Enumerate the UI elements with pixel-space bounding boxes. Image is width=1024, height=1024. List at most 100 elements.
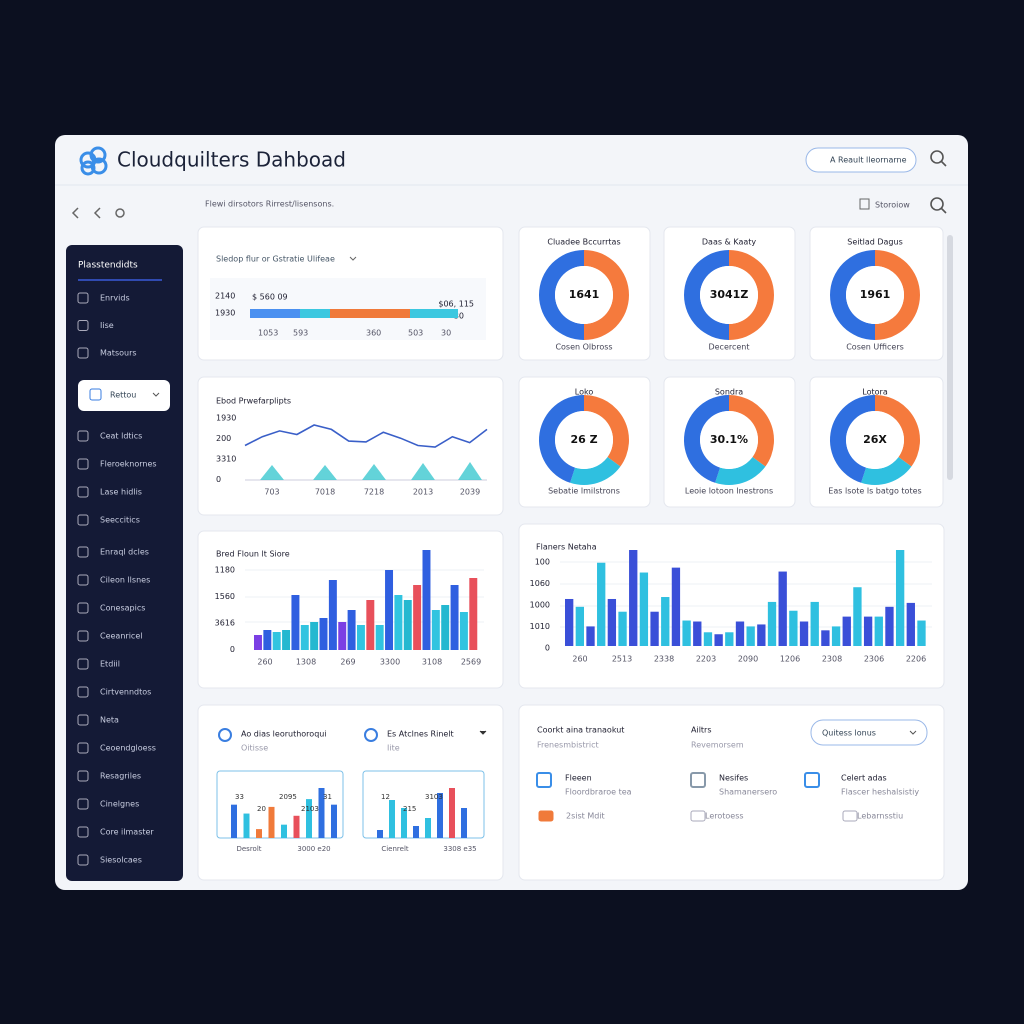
search-label[interactable]: A Reault lleornarne bbox=[830, 156, 907, 165]
peak bbox=[260, 465, 284, 480]
sidebar-item[interactable]: Matsours bbox=[100, 349, 137, 358]
sidebar-item[interactable]: Rettou bbox=[110, 391, 136, 400]
peak bbox=[362, 464, 386, 480]
dropdown[interactable] bbox=[810, 719, 928, 746]
item-icon bbox=[77, 798, 89, 810]
donut-caption: Eas lsote ls batgo totes bbox=[828, 487, 921, 496]
mini-bar bbox=[377, 830, 383, 838]
label: $06, 115 bbox=[438, 300, 474, 309]
label: Floordbraroe tea bbox=[565, 788, 632, 797]
sidebar-item[interactable]: Resagriles bbox=[100, 772, 141, 781]
donut-segment bbox=[729, 250, 774, 340]
bar bbox=[661, 597, 670, 646]
bar bbox=[375, 625, 384, 650]
donut-caption: Cosen Ufficers bbox=[846, 343, 904, 352]
view-icon[interactable] bbox=[859, 198, 870, 210]
item-icon bbox=[77, 574, 89, 586]
label: 2206 bbox=[906, 655, 926, 664]
label: Revemorsem bbox=[691, 741, 744, 750]
sidebar-item[interactable]: Ceoendgloess bbox=[100, 744, 156, 753]
peak bbox=[313, 465, 337, 480]
sidebar-item[interactable]: Neta bbox=[100, 716, 119, 725]
label: 2039 bbox=[460, 488, 480, 497]
sidebar-item[interactable]: Etdiil bbox=[100, 660, 120, 669]
search-icon[interactable] bbox=[930, 150, 947, 167]
bar bbox=[356, 625, 365, 650]
sidebar-item[interactable]: Cirtvenndtos bbox=[100, 688, 151, 697]
search-button[interactable] bbox=[805, 147, 917, 173]
label: 2569 bbox=[461, 658, 481, 667]
bar bbox=[917, 620, 926, 646]
nav-arrows[interactable] bbox=[71, 207, 125, 219]
bar bbox=[263, 630, 272, 650]
sidebar-item[interactable]: Cinelgnes bbox=[100, 800, 139, 809]
mini-bar bbox=[401, 808, 407, 838]
donut-segment bbox=[539, 250, 584, 340]
bar bbox=[831, 626, 841, 646]
label: 30 bbox=[441, 329, 451, 338]
sidebar-item[interactable]: Enrvids bbox=[100, 294, 130, 303]
item-icon bbox=[536, 772, 552, 788]
label: Iite bbox=[387, 744, 400, 753]
bar bbox=[254, 635, 262, 650]
active-item[interactable] bbox=[78, 380, 170, 411]
donut-center: 1961 bbox=[860, 288, 891, 301]
donut-hole bbox=[555, 411, 613, 469]
bar bbox=[607, 598, 617, 646]
label: 1930 bbox=[216, 414, 236, 423]
donut-caption: Leoie lotoon lnestrons bbox=[685, 487, 773, 496]
label: Shamanersero bbox=[719, 788, 777, 797]
label: Coorkt aina tranaokut bbox=[537, 726, 624, 735]
label: 215 bbox=[403, 805, 416, 813]
bar bbox=[450, 585, 459, 650]
mini-bar bbox=[231, 804, 237, 838]
search-icon-2[interactable] bbox=[930, 197, 947, 214]
scrollbar[interactable] bbox=[947, 235, 953, 480]
sidebar-item[interactable]: Fleroeknornes bbox=[100, 460, 157, 469]
label: Lebarnsstiu bbox=[857, 812, 903, 821]
bar bbox=[906, 602, 915, 646]
donut-center: 26 Z bbox=[570, 433, 597, 446]
sidebar-item[interactable]: Ceeanricel bbox=[100, 632, 142, 641]
sidebar-item[interactable]: Siesolcaes bbox=[100, 856, 142, 865]
donut-hole bbox=[846, 266, 904, 324]
bar bbox=[821, 630, 830, 646]
label: Lerotoess bbox=[705, 812, 744, 821]
bar bbox=[874, 616, 883, 646]
sidebar-item[interactable]: Lase hidlis bbox=[100, 488, 142, 497]
peak bbox=[411, 463, 435, 480]
sidebar-item[interactable]: Seeccitics bbox=[100, 516, 140, 525]
mini-bar bbox=[437, 793, 443, 838]
label: 2140 bbox=[215, 292, 235, 301]
view-label[interactable]: Storoiow bbox=[875, 201, 910, 210]
item-icon bbox=[77, 486, 89, 498]
item-icon bbox=[77, 770, 89, 782]
donut-title: Loko bbox=[575, 388, 594, 397]
label: Flascer heshalsistiy bbox=[841, 788, 919, 797]
bar bbox=[413, 585, 422, 650]
mini-bar bbox=[413, 826, 419, 838]
sidebar-item[interactable]: Ceat ldtics bbox=[100, 432, 142, 441]
sidebar-item[interactable]: Enraql dcles bbox=[100, 548, 149, 557]
donut-segment bbox=[683, 395, 729, 483]
mini-bar bbox=[461, 808, 467, 838]
app-title: Cloudquilters Dahboad bbox=[117, 148, 346, 172]
label: Nesifes bbox=[719, 774, 748, 783]
donut-segment bbox=[829, 395, 875, 483]
bar bbox=[575, 606, 585, 646]
label: 20 bbox=[257, 805, 266, 813]
bar bbox=[895, 550, 905, 646]
label: 503 bbox=[408, 329, 423, 338]
sidebar-item[interactable]: Cileon llsnes bbox=[100, 576, 150, 585]
label: 3108 bbox=[422, 658, 442, 667]
label: Ebod Prwefarplipts bbox=[216, 397, 291, 406]
sidebar-item[interactable]: Core ilmaster bbox=[100, 828, 154, 837]
sidebar-item[interactable]: Iise bbox=[100, 321, 114, 330]
label: 3616 bbox=[215, 619, 235, 628]
sidebar-item[interactable]: Conesapics bbox=[100, 604, 145, 613]
item-icon bbox=[77, 630, 89, 642]
donut-segment bbox=[538, 395, 584, 483]
label: Desrolt bbox=[236, 845, 261, 853]
label[interactable]: Quitess lonus bbox=[822, 729, 876, 738]
item-icon bbox=[77, 292, 89, 304]
